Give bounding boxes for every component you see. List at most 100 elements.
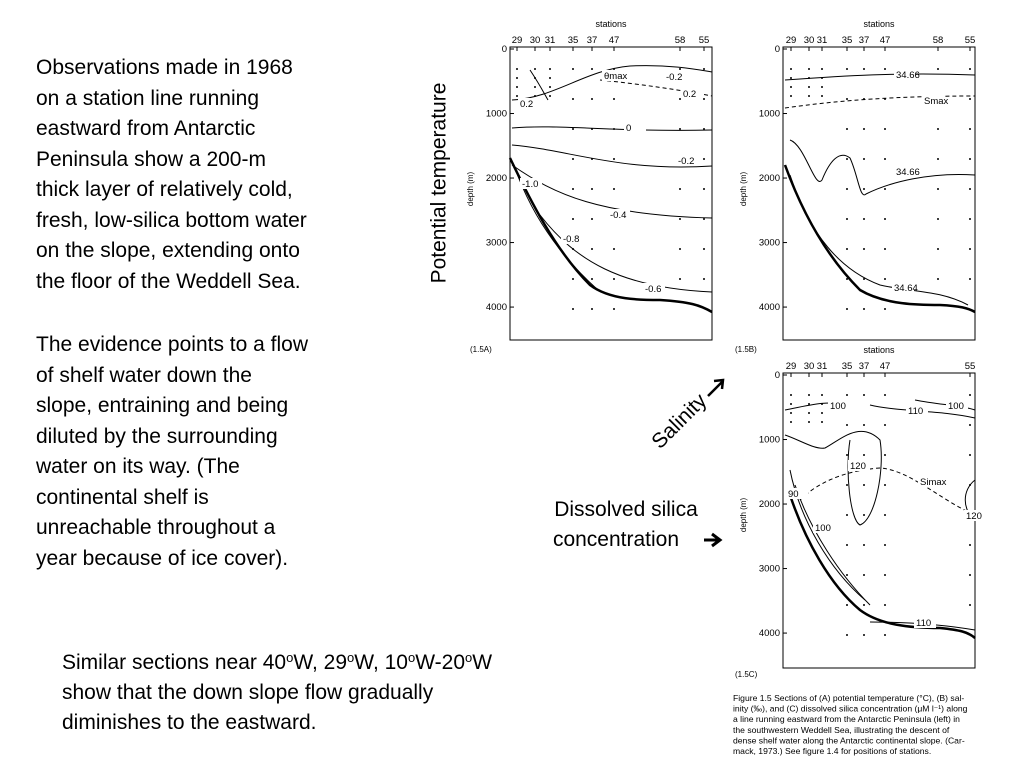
sample-dot bbox=[969, 68, 971, 70]
label-bg bbox=[894, 166, 916, 177]
sample-dot bbox=[884, 218, 886, 220]
contour-label: 120 bbox=[850, 461, 866, 472]
sea-floor bbox=[508, 157, 713, 314]
depth-label: depth (m) bbox=[466, 172, 475, 207]
sample-dot bbox=[884, 484, 886, 486]
text-span: W bbox=[472, 651, 493, 674]
caption-line: the southwestern Weddell Sea, illustrati… bbox=[733, 725, 950, 735]
contour-label: 100 bbox=[815, 523, 831, 534]
sample-dot bbox=[846, 604, 848, 606]
contour-label: 100 bbox=[948, 401, 964, 412]
station-label: 30 bbox=[804, 35, 815, 46]
label-bg bbox=[964, 510, 986, 521]
station-label: 29 bbox=[512, 35, 523, 46]
sample-dot bbox=[703, 248, 705, 250]
sample-dot bbox=[591, 68, 593, 70]
caption-line: Figure 1.5 Sections of (A) potential tem… bbox=[733, 693, 964, 703]
label-bg bbox=[892, 282, 914, 293]
sample-dot bbox=[863, 604, 865, 606]
sample-dot bbox=[846, 248, 848, 250]
sample-dot bbox=[808, 403, 810, 405]
depth-tick-label: 1000 bbox=[486, 109, 507, 120]
label-bg bbox=[664, 71, 686, 82]
text-line: of shelf water down the bbox=[36, 363, 252, 387]
sample-dot bbox=[790, 394, 792, 396]
contour-line bbox=[789, 139, 976, 196]
sample-dot bbox=[572, 278, 574, 280]
sample-dot bbox=[591, 308, 593, 310]
label-bg bbox=[922, 95, 944, 106]
label-bg bbox=[608, 209, 630, 220]
sample-dot bbox=[549, 86, 551, 88]
sample-dot bbox=[884, 604, 886, 606]
contour-line bbox=[794, 484, 871, 606]
depth-tick-label: 0 bbox=[775, 44, 780, 55]
sample-dot bbox=[969, 158, 971, 160]
panel-label: (1.5B) bbox=[735, 345, 757, 354]
contour-label: 100 bbox=[830, 401, 846, 412]
label-bg bbox=[518, 98, 540, 109]
label-bg bbox=[520, 178, 542, 189]
text-line: diluted by the surrounding bbox=[36, 424, 278, 448]
sample-dot bbox=[808, 95, 810, 97]
sample-dot bbox=[516, 86, 518, 88]
contour-label: 90 bbox=[788, 489, 799, 500]
sample-dot bbox=[863, 128, 865, 130]
sample-dot bbox=[969, 128, 971, 130]
contour-label: 34.66 bbox=[896, 70, 920, 81]
contour-label: Simax bbox=[920, 477, 947, 488]
station-label: 58 bbox=[933, 35, 944, 46]
station-label: 55 bbox=[965, 361, 976, 372]
sample-dot bbox=[937, 278, 939, 280]
depth-tick-label: 2000 bbox=[759, 173, 780, 184]
station-label: 35 bbox=[568, 35, 579, 46]
sample-dot bbox=[703, 218, 705, 220]
sample-dot bbox=[846, 128, 848, 130]
label-bg bbox=[918, 476, 940, 487]
text-line: Peninsula show a 200-m bbox=[36, 147, 266, 171]
label-bg bbox=[643, 283, 665, 294]
caption-line: a line running eastward from the Antarct… bbox=[733, 714, 960, 724]
sample-dot bbox=[572, 188, 574, 190]
station-label: 35 bbox=[842, 361, 853, 372]
sample-dot bbox=[821, 95, 823, 97]
sample-dot bbox=[808, 86, 810, 88]
station-label: 30 bbox=[530, 35, 541, 46]
sample-dot bbox=[863, 278, 865, 280]
axis-title: stations bbox=[595, 19, 627, 29]
sample-dot bbox=[884, 158, 886, 160]
station-label: 35 bbox=[842, 35, 853, 46]
sample-dot bbox=[884, 514, 886, 516]
sample-dot bbox=[937, 128, 939, 130]
superscript: o bbox=[286, 650, 294, 665]
contour-label: 0.2 bbox=[683, 89, 696, 100]
contour-label: 120 bbox=[966, 511, 982, 522]
text-line: fresh, low-silica bottom water bbox=[36, 208, 307, 232]
depth-label: depth (m) bbox=[739, 172, 748, 207]
superscript: o bbox=[407, 650, 416, 665]
arrow bbox=[704, 532, 723, 548]
superscript: o bbox=[347, 650, 355, 665]
station-label: 31 bbox=[817, 361, 828, 372]
label-bg bbox=[681, 88, 703, 99]
sample-dot bbox=[846, 574, 848, 576]
label-bg bbox=[946, 400, 968, 411]
depth-tick-label: 2000 bbox=[486, 173, 507, 184]
sample-dot bbox=[572, 68, 574, 70]
text-line: on the slope, extending onto bbox=[36, 239, 300, 262]
sample-dot bbox=[703, 158, 705, 160]
sample-dot bbox=[613, 158, 615, 160]
sample-dot bbox=[572, 128, 574, 130]
station-label: 55 bbox=[699, 35, 710, 46]
contour-label: 110 bbox=[908, 406, 923, 417]
sample-dot bbox=[969, 218, 971, 220]
sample-dot bbox=[863, 484, 865, 486]
station-label: 37 bbox=[859, 35, 870, 46]
sample-dot bbox=[679, 218, 681, 220]
contour-label: 34.64 bbox=[894, 283, 918, 294]
sample-dot bbox=[846, 454, 848, 456]
sample-dot bbox=[534, 86, 536, 88]
sample-dot bbox=[846, 544, 848, 546]
paragraph: The evidence points to a flow of shelf wa… bbox=[36, 330, 308, 574]
sample-dot bbox=[591, 188, 593, 190]
